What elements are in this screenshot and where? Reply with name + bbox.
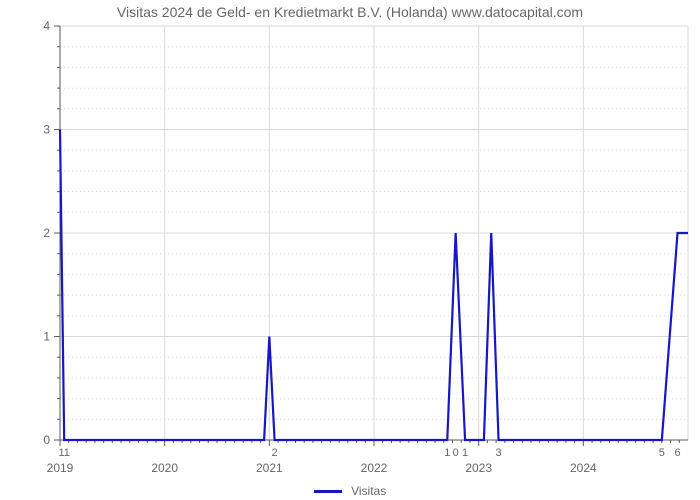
y-tick-label: 3 — [43, 123, 50, 137]
data-point-label: 5 — [659, 447, 665, 459]
legend-swatch — [314, 490, 342, 493]
x-tick-label: 2021 — [256, 461, 283, 475]
data-point-label: 2 — [272, 447, 278, 459]
y-tick-label: 2 — [43, 226, 50, 240]
y-tick-label: 1 — [43, 330, 50, 344]
line-chart: 01234201920202021202220232024112101356 — [0, 0, 700, 500]
data-point-label: 3 — [495, 447, 501, 459]
y-tick-label: 0 — [43, 433, 50, 447]
x-tick-label: 2019 — [47, 461, 74, 475]
x-tick-label: 2022 — [361, 461, 388, 475]
x-tick-label: 2024 — [570, 461, 597, 475]
chart-container: Visitas 2024 de Geld- en Kredietmarkt B.… — [0, 0, 700, 500]
data-point-label: 1 — [462, 447, 468, 459]
data-point-label: 1 — [444, 447, 450, 459]
chart-legend: Visitas — [0, 484, 700, 498]
data-point-label: 11 — [58, 447, 69, 459]
y-tick-label: 4 — [43, 19, 50, 33]
x-tick-label: 2023 — [465, 461, 492, 475]
data-point-label: 6 — [674, 447, 680, 459]
chart-title: Visitas 2024 de Geld- en Kredietmarkt B.… — [0, 4, 700, 20]
legend-label: Visitas — [351, 484, 386, 498]
data-point-label: 0 — [453, 447, 459, 459]
x-tick-label: 2020 — [151, 461, 178, 475]
